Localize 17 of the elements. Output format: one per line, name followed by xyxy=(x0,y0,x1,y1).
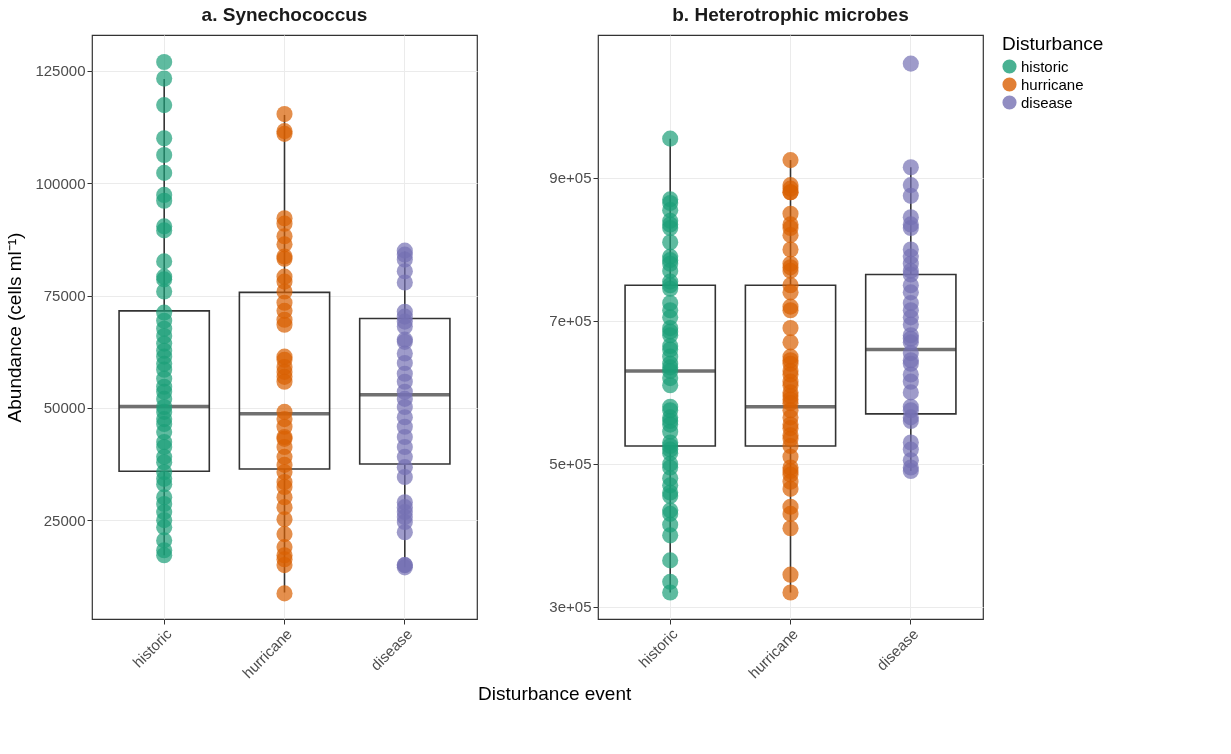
y-tick-label: 3e+05 xyxy=(549,598,592,616)
y-tick-label: 7e+05 xyxy=(549,312,592,330)
legend-title: Disturbance xyxy=(1002,33,1104,54)
y-tick-label: 9e+05 xyxy=(549,169,592,187)
y-axis-title: Abundance (cells ml⁻¹) xyxy=(4,232,26,423)
legend-label: disease xyxy=(1021,93,1073,111)
x-axis-title: Disturbance event xyxy=(478,683,632,705)
y-tick-label: 125000 xyxy=(35,62,86,80)
y-tick-label: 25000 xyxy=(43,511,86,529)
legend-label: historic xyxy=(1021,57,1070,75)
chart-title: a. Synechococcus xyxy=(201,4,368,25)
chart-title: b. Heterotrophic microbes xyxy=(672,4,909,25)
y-tick-label: 75000 xyxy=(43,287,86,305)
y-tick-label: 5e+05 xyxy=(549,455,592,473)
legend-label: hurricane xyxy=(1021,75,1084,93)
y-tick-label: 50000 xyxy=(43,399,86,417)
y-tick-label: 100000 xyxy=(35,174,86,192)
